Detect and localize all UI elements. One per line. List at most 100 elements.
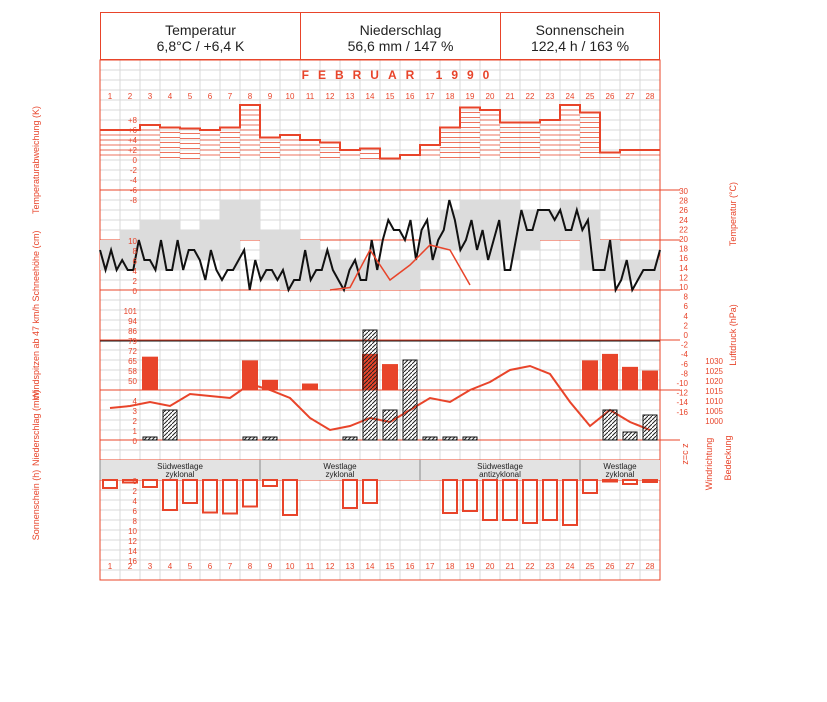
temp-deviation-tick: +8 [128, 116, 138, 125]
temp-deviation-axis-title: Temperaturabweichung (K) [31, 106, 41, 214]
day-label-top: 15 [386, 92, 395, 101]
day-label-top: 13 [346, 92, 355, 101]
temperature-range-bar [460, 200, 480, 260]
temperature-tick: 30 [679, 187, 688, 196]
day-label-bottom: 17 [426, 562, 435, 571]
sunshine-bar [242, 479, 258, 508]
gust-tick: 65 [128, 357, 137, 366]
precip-tick: 2 [133, 417, 138, 426]
snow-tick: 6 [133, 257, 138, 266]
temp-deviation-tick: +2 [128, 146, 138, 155]
precipitation-bar [642, 414, 658, 441]
sunshine-tick: 14 [128, 547, 137, 556]
day-label-top: 28 [646, 92, 655, 101]
day-label-top: 11 [306, 92, 315, 101]
snow-tick: 2 [133, 277, 138, 286]
chart-marks [99, 104, 661, 526]
day-label-bottom: 3 [148, 562, 153, 571]
day-label-bottom: 28 [646, 562, 655, 571]
day-label-bottom: 16 [406, 562, 415, 571]
pressure-tick: 1000 [705, 417, 723, 426]
pressure-tick: 1030 [705, 357, 723, 366]
sunshine-bar [502, 479, 518, 521]
temp-deviation-tick: +4 [128, 136, 138, 145]
temp-deviation-tick: +6 [128, 126, 138, 135]
day-label-bottom: 7 [228, 562, 233, 571]
sunshine-bar [462, 479, 478, 512]
gust-tick: 101 [124, 307, 138, 316]
temperature-tick: 0 [684, 331, 689, 340]
day-label-top: 4 [168, 92, 173, 101]
temperature-range-bar [200, 220, 220, 260]
precip-tick: 4 [133, 397, 138, 406]
temperature-tick: 20 [679, 235, 688, 244]
sunshine-bar [482, 479, 498, 521]
sunshine-tick: 2 [133, 487, 138, 496]
temp-deviation-tick: -8 [130, 196, 138, 205]
precip-tick: 0 [133, 437, 138, 446]
sunshine-tick: 8 [133, 517, 138, 526]
temperature-tick: 18 [679, 245, 688, 254]
gust-tick: 94 [128, 317, 137, 326]
sunshine-bar [142, 479, 158, 488]
temp-deviation-step-line [100, 104, 660, 160]
precipitation-bar [162, 409, 178, 441]
day-label-top: 22 [526, 92, 535, 101]
temperature-range-bar [140, 220, 160, 270]
weather-type-name: Südwestlage [157, 462, 203, 471]
temperature-line [99, 199, 661, 294]
sunshine-bar [202, 479, 218, 514]
day-label-bottom: 19 [466, 562, 475, 571]
day-label-top: 16 [406, 92, 415, 101]
temperature-tick: 12 [679, 273, 688, 282]
temperature-tick: 28 [679, 197, 688, 206]
gust-tick: 86 [128, 327, 137, 336]
temperature-range-bar [260, 230, 280, 280]
sunshine-bar [602, 479, 618, 483]
temperature-tick: 16 [679, 254, 688, 263]
day-label-top: 24 [566, 92, 575, 101]
wind-direction-axis-title: Windrichtung [704, 438, 714, 491]
temperature-tick: 2 [684, 321, 689, 330]
temperature-tick: -16 [676, 408, 688, 417]
day-label-top: 18 [446, 92, 455, 101]
day-label-bottom: 26 [606, 562, 615, 571]
temperature-summary-title: Temperatur [165, 22, 236, 38]
day-label-top: 3 [148, 92, 153, 101]
day-label-bottom: 5 [188, 562, 193, 571]
weather-type-band [100, 460, 660, 480]
day-label-bottom: 1 [108, 562, 113, 571]
sunshine-bar [122, 479, 138, 484]
temperature-tick: 6 [684, 302, 689, 311]
temperature-tick: -2 [681, 341, 689, 350]
temp-deviation-tick: -2 [130, 166, 138, 175]
sunshine-tick: 16 [128, 557, 137, 566]
temperature-range-bar [420, 230, 440, 270]
day-label-bottom: 15 [386, 562, 395, 571]
month-title: FEBRUAR 1990 [302, 68, 499, 82]
gust-tick: 72 [128, 347, 137, 356]
precipitation-bar [242, 436, 258, 441]
sunshine-bar [222, 479, 238, 515]
temperature-tick: 8 [684, 293, 689, 302]
sunshine-summary-title: Sonnenschein [535, 22, 625, 38]
sunshine-tick: 6 [133, 507, 138, 516]
temperature-range-bar [240, 200, 260, 240]
day-label-bottom: 12 [326, 562, 335, 571]
day-label-top: 25 [586, 92, 595, 101]
temperature-tick: 14 [679, 264, 688, 273]
day-label-top: 2 [128, 92, 133, 101]
day-label-top: 10 [286, 92, 295, 101]
sunshine-bar [542, 479, 558, 521]
day-label-bottom: 6 [208, 562, 213, 571]
day-label-bottom: 18 [446, 562, 455, 571]
sunshine-bar [622, 479, 638, 485]
sunshine-bar [562, 479, 578, 526]
precipitation-bar [622, 431, 638, 441]
sunshine-tick: 10 [128, 527, 137, 536]
precipitation-bar [362, 329, 378, 441]
pressure-tick: 1025 [705, 367, 723, 376]
temperature-range-bar [360, 260, 380, 290]
weather-type-kind: antizyklonal [479, 470, 521, 479]
